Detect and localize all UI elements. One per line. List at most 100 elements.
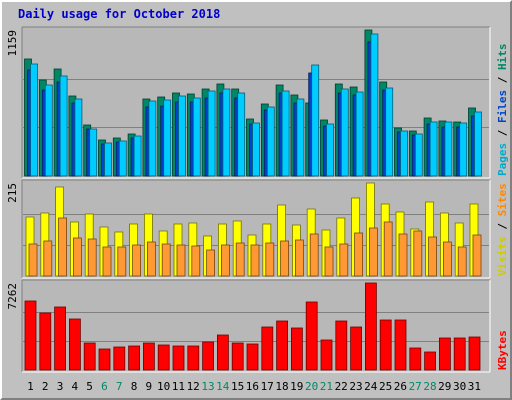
bar-pages-day-8: [133, 135, 142, 177]
x-tick-label-day-13: 13: [201, 380, 214, 393]
bar-pages-day-13: [207, 90, 216, 177]
bar-pages-day-22: [340, 88, 349, 177]
legend-kbytes: KBytes: [496, 330, 509, 370]
bar-kbytes-day-1: [24, 300, 37, 371]
bar-sites-day-2: [43, 240, 53, 277]
panel-pages-files-hits: 1159 Pages / Files / Hits: [6, 26, 509, 179]
x-tick-label-day-8: 8: [131, 380, 138, 393]
bar-kbytes-day-29: [438, 337, 451, 371]
x-tick-label-day-29: 29: [438, 380, 451, 393]
legend-entry: Files: [496, 90, 509, 123]
bar-kbytes-day-2: [39, 312, 52, 371]
bar-sites-day-23: [354, 232, 364, 277]
bar-pages-day-19: [296, 98, 305, 177]
bar-pages-day-24: [370, 33, 379, 177]
bar-pages-day-31: [474, 111, 482, 177]
bar-pages-day-28: [429, 121, 438, 177]
bar-kbytes-day-15: [231, 342, 244, 371]
bar-sites-day-25: [383, 221, 393, 277]
bar-sites-day-18: [280, 240, 290, 277]
x-tick-label-day-3: 3: [57, 380, 64, 393]
bar-pages-day-10: [163, 99, 172, 177]
bar-pages-day-4: [74, 98, 83, 177]
x-tick-label-day-18: 18: [275, 380, 288, 393]
x-tick-label-day-22: 22: [335, 380, 348, 393]
x-tick-label-day-6: 6: [101, 380, 108, 393]
legend-entry: KBytes: [496, 330, 509, 370]
bar-pages-day-9: [148, 100, 157, 177]
bar-kbytes-day-20: [305, 301, 318, 371]
bar-sites-day-8: [132, 244, 142, 277]
x-tick-label-day-24: 24: [364, 380, 378, 393]
bar-sites-day-12: [191, 245, 201, 277]
bar-sites-day-14: [220, 244, 230, 277]
bar-pages-day-20: [311, 64, 320, 177]
bar-sites-day-11: [176, 244, 186, 277]
x-tick-label-day-17: 17: [261, 380, 274, 393]
x-tick-label-day-31: 31: [468, 380, 481, 393]
bar-pages-day-12: [192, 97, 201, 177]
bar-pages-day-23: [355, 91, 364, 177]
x-tick-label-day-12: 12: [187, 380, 200, 393]
x-tick-label-day-26: 26: [394, 380, 407, 393]
legend-entry: /: [496, 216, 509, 236]
bar-sites-day-13: [206, 249, 216, 277]
x-tick-label-day-16: 16: [246, 380, 259, 393]
bar-kbytes-day-27: [409, 347, 422, 371]
x-tick-label-day-10: 10: [157, 380, 170, 393]
x-tick-label-day-21: 21: [320, 380, 333, 393]
bar-kbytes-day-11: [172, 345, 185, 371]
bar-kbytes-day-3: [54, 306, 66, 371]
bar-kbytes-day-6: [98, 348, 111, 371]
y-max-label: 215: [6, 183, 19, 203]
bar-kbytes-day-26: [394, 319, 407, 371]
bar-kbytes-day-7: [113, 346, 126, 371]
x-tick-label-day-2: 2: [42, 380, 49, 393]
bar-sites-day-3: [58, 217, 67, 277]
bar-sites-day-28: [428, 236, 438, 277]
bar-kbytes-day-4: [69, 318, 81, 371]
y-max-label: 1159: [6, 30, 19, 57]
bar-pages-day-27: [414, 133, 423, 177]
bar-sites-day-30: [457, 246, 467, 277]
bar-sites-day-7: [117, 246, 127, 277]
bar-sites-day-10: [161, 243, 171, 277]
bar-kbytes-day-21: [320, 339, 333, 371]
bar-kbytes-day-18: [276, 320, 289, 371]
x-tick-label-day-1: 1: [27, 380, 34, 393]
bar-pages-day-11: [178, 95, 186, 177]
bar-kbytes-day-10: [157, 344, 170, 371]
bar-kbytes-day-12: [187, 345, 200, 371]
bar-sites-day-16: [250, 244, 260, 277]
chart-title: Daily usage for October 2018: [18, 7, 220, 21]
bar-pages-day-17: [266, 106, 275, 177]
x-tick-label-day-27: 27: [409, 380, 422, 393]
bar-sites-day-21: [324, 246, 334, 277]
legend-pages-files-hits: Pages / Files / Hits: [496, 44, 509, 177]
bar-pages-day-1: [30, 63, 38, 177]
bar-sites-day-19: [294, 239, 304, 277]
bar-pages-day-26: [400, 130, 408, 177]
bar-pages-day-16: [252, 122, 260, 177]
x-tick-label-day-9: 9: [145, 380, 152, 393]
bar-pages-day-6: [104, 142, 112, 177]
x-tick-label-day-15: 15: [231, 380, 244, 393]
bar-sites-day-9: [146, 241, 156, 277]
bar-sites-day-31: [472, 234, 482, 277]
x-tick-label-day-25: 25: [379, 380, 392, 393]
bar-pages-day-21: [326, 123, 334, 177]
bar-pages-day-15: [237, 92, 246, 177]
bar-sites-day-6: [102, 246, 112, 277]
bar-kbytes-day-22: [335, 320, 348, 371]
bar-pages-day-5: [89, 128, 98, 177]
bar-pages-day-29: [444, 121, 453, 177]
bar-kbytes-day-23: [350, 326, 363, 371]
y-max-label: 7262: [6, 283, 19, 310]
bar-kbytes-day-30: [453, 337, 466, 371]
x-tick-label-day-30: 30: [453, 380, 466, 393]
bar-kbytes-day-8: [128, 345, 141, 371]
bar-pages-day-30: [459, 122, 468, 177]
x-tick-label-day-14: 14: [216, 380, 230, 393]
bar-pages-day-18: [281, 90, 290, 177]
bar-kbytes-day-16: [246, 343, 259, 371]
